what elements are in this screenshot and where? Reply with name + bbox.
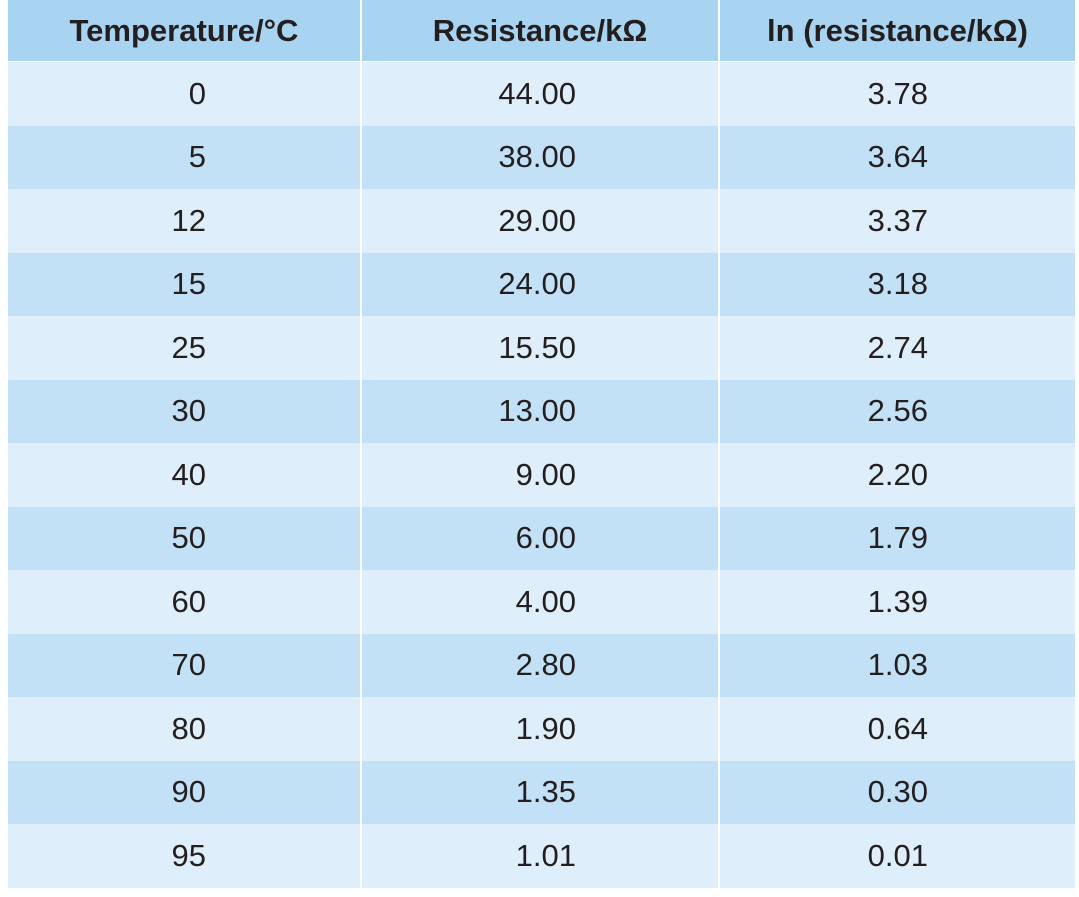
table-cell: 25 [8,316,360,380]
table-cell: 1.03 [720,633,1075,697]
table-cell: 2.56 [720,379,1075,443]
table-cell: 3.64 [720,125,1075,189]
table-cell: 29.00 [362,189,718,253]
table-cell: 90 [8,760,360,824]
header-cell: Temperature/°C [8,0,360,62]
table-cell: 2.20 [720,443,1075,507]
table-cell: 50 [8,506,360,570]
table-cell: 3.37 [720,189,1075,253]
table-cell: 4.00 [362,570,718,634]
table-cell: 5 [8,125,360,189]
table-cell: 30 [8,379,360,443]
table-cell: 1.79 [720,506,1075,570]
data-table: Temperature/°C Resistance/kΩ ln (resistanc… [8,0,1075,888]
header-cell: ln (resistance/kΩ) [720,0,1075,62]
table-cell: 24.00 [362,252,718,316]
table-cell: 2.80 [362,633,718,697]
table-cell: 1.90 [362,697,718,761]
table-cell: 2.74 [720,316,1075,380]
table-cell: 95 [8,824,360,888]
table-cell: 15.50 [362,316,718,380]
table-cell: 1.35 [362,760,718,824]
table-cell: 1.01 [362,824,718,888]
table-cell: 13.00 [362,379,718,443]
table-cell: 15 [8,252,360,316]
table-cell: 12 [8,189,360,253]
table-cell: 1.39 [720,570,1075,634]
table-cell: 0.01 [720,824,1075,888]
table-cell: 38.00 [362,125,718,189]
table-cell: 44.00 [362,62,718,126]
table-cell: 3.78 [720,62,1075,126]
table-cell: 40 [8,443,360,507]
table-cell: 6.00 [362,506,718,570]
table-cell: 70 [8,633,360,697]
header-cell: Resistance/kΩ [362,0,718,62]
table-cell: 80 [8,697,360,761]
table-cell: 60 [8,570,360,634]
table-cell: 0.30 [720,760,1075,824]
table-cell: 9.00 [362,443,718,507]
table-cell: 0.64 [720,697,1075,761]
table-cell: 0 [8,62,360,126]
table-cell: 3.18 [720,252,1075,316]
